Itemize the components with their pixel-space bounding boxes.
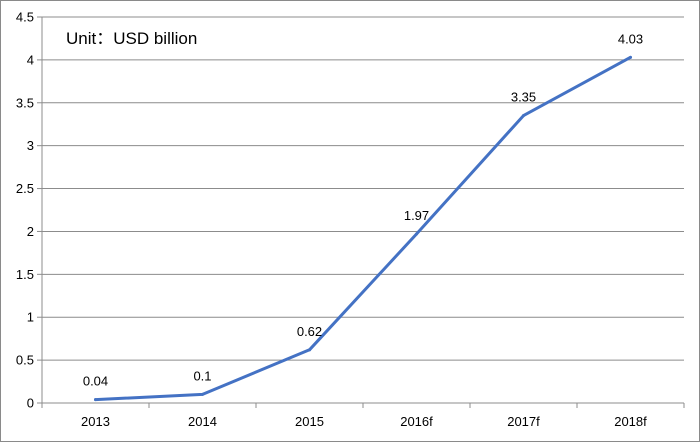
data-point (308, 348, 311, 352)
x-tick-label: 2016f (400, 414, 433, 429)
unit-label: Unit：USD billion (66, 29, 197, 48)
y-tick-label: 2 (27, 224, 34, 239)
x-tick-label: 2017f (507, 414, 540, 429)
data-point (94, 398, 97, 402)
gridlines (42, 16, 684, 361)
x-tick-labels: 2013 2014 2015 2016f 2017f 2018f (81, 414, 647, 429)
x-tick-label: 2015 (295, 414, 324, 429)
y-tick-label: 1 (27, 310, 34, 325)
data-label: 3.35 (511, 90, 536, 105)
data-label: 0.04 (83, 374, 108, 389)
data-label: 0.1 (193, 368, 211, 383)
y-tick-labels: 0 0.5 1 1.5 2 2.5 3 3.5 4 4.5 (16, 10, 34, 411)
series (94, 55, 632, 402)
x-tick-label: 2018f (614, 414, 647, 429)
y-tick-label: 0 (27, 396, 34, 411)
data-point (629, 55, 632, 59)
x-tick-label: 2014 (188, 414, 217, 429)
y-tick-label: 2.5 (16, 181, 34, 196)
data-point (201, 392, 204, 396)
data-label: 4.03 (618, 31, 643, 46)
y-tick-label: 4.5 (16, 10, 34, 25)
data-point (415, 232, 418, 236)
y-tick-label: 3.5 (16, 95, 34, 110)
x-tick-label: 2013 (81, 414, 110, 429)
series-line (94, 55, 632, 402)
data-label: 0.62 (297, 324, 322, 339)
y-tick-label: 0.5 (16, 353, 34, 368)
y-tick-label: 3 (27, 138, 34, 153)
y-tick-label: 4 (27, 52, 34, 67)
data-point (522, 114, 525, 118)
y-tick-label: 1.5 (16, 267, 34, 282)
data-label: 1.97 (404, 208, 429, 223)
axes (37, 16, 685, 408)
data-labels: 0.04 0.1 0.62 1.97 3.35 4.03 (83, 31, 643, 388)
